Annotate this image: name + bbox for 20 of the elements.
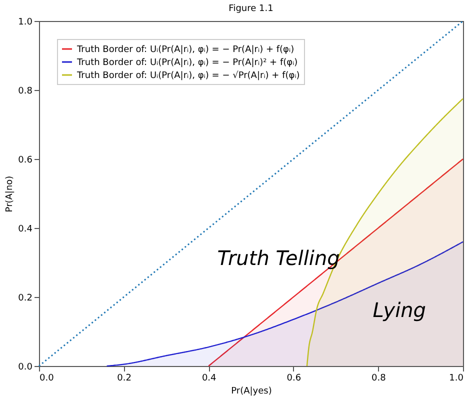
- x-tick-label: 0.4: [202, 374, 217, 384]
- y-tick-label: 0.4: [18, 224, 33, 234]
- legend-label: Truth Border of: Uᵢ(Pr(A|rᵢ), φᵢ) = − Pr(A|rᵢ) + f(φᵢ): [76, 45, 294, 55]
- y-tick-label: 1.0: [18, 18, 33, 28]
- y-axis-title: Pr(A|no): [5, 176, 16, 212]
- chart-title: Figure 1.1: [228, 4, 274, 14]
- x-tick-label: 0.6: [286, 374, 302, 384]
- annotation: Truth Telling: [217, 246, 340, 270]
- annotation: Lying: [372, 298, 426, 322]
- x-axis-title: Pr(A|yes): [231, 386, 272, 396]
- x-tick-label: 0.2: [117, 374, 132, 384]
- y-tick-label: 0.0: [18, 362, 33, 372]
- y-tick-label: 0.6: [18, 156, 33, 166]
- x-tick-label: 0.0: [40, 374, 54, 384]
- x-tick-label: 0.8: [372, 374, 386, 384]
- x-tick-label: 1.0: [449, 374, 464, 384]
- y-tick-label: 0.8: [18, 86, 33, 96]
- legend-label: Truth Border of: Uᵢ(Pr(A|rᵢ), φᵢ) = − Pr(A|rᵢ)² + f(φᵢ): [76, 58, 298, 68]
- legend-label: Truth Border of: Uᵢ(Pr(A|rᵢ), φᵢ) = − √Pr(A|rᵢ) + f(φᵢ): [76, 70, 300, 81]
- y-tick-label: 0.2: [18, 294, 32, 304]
